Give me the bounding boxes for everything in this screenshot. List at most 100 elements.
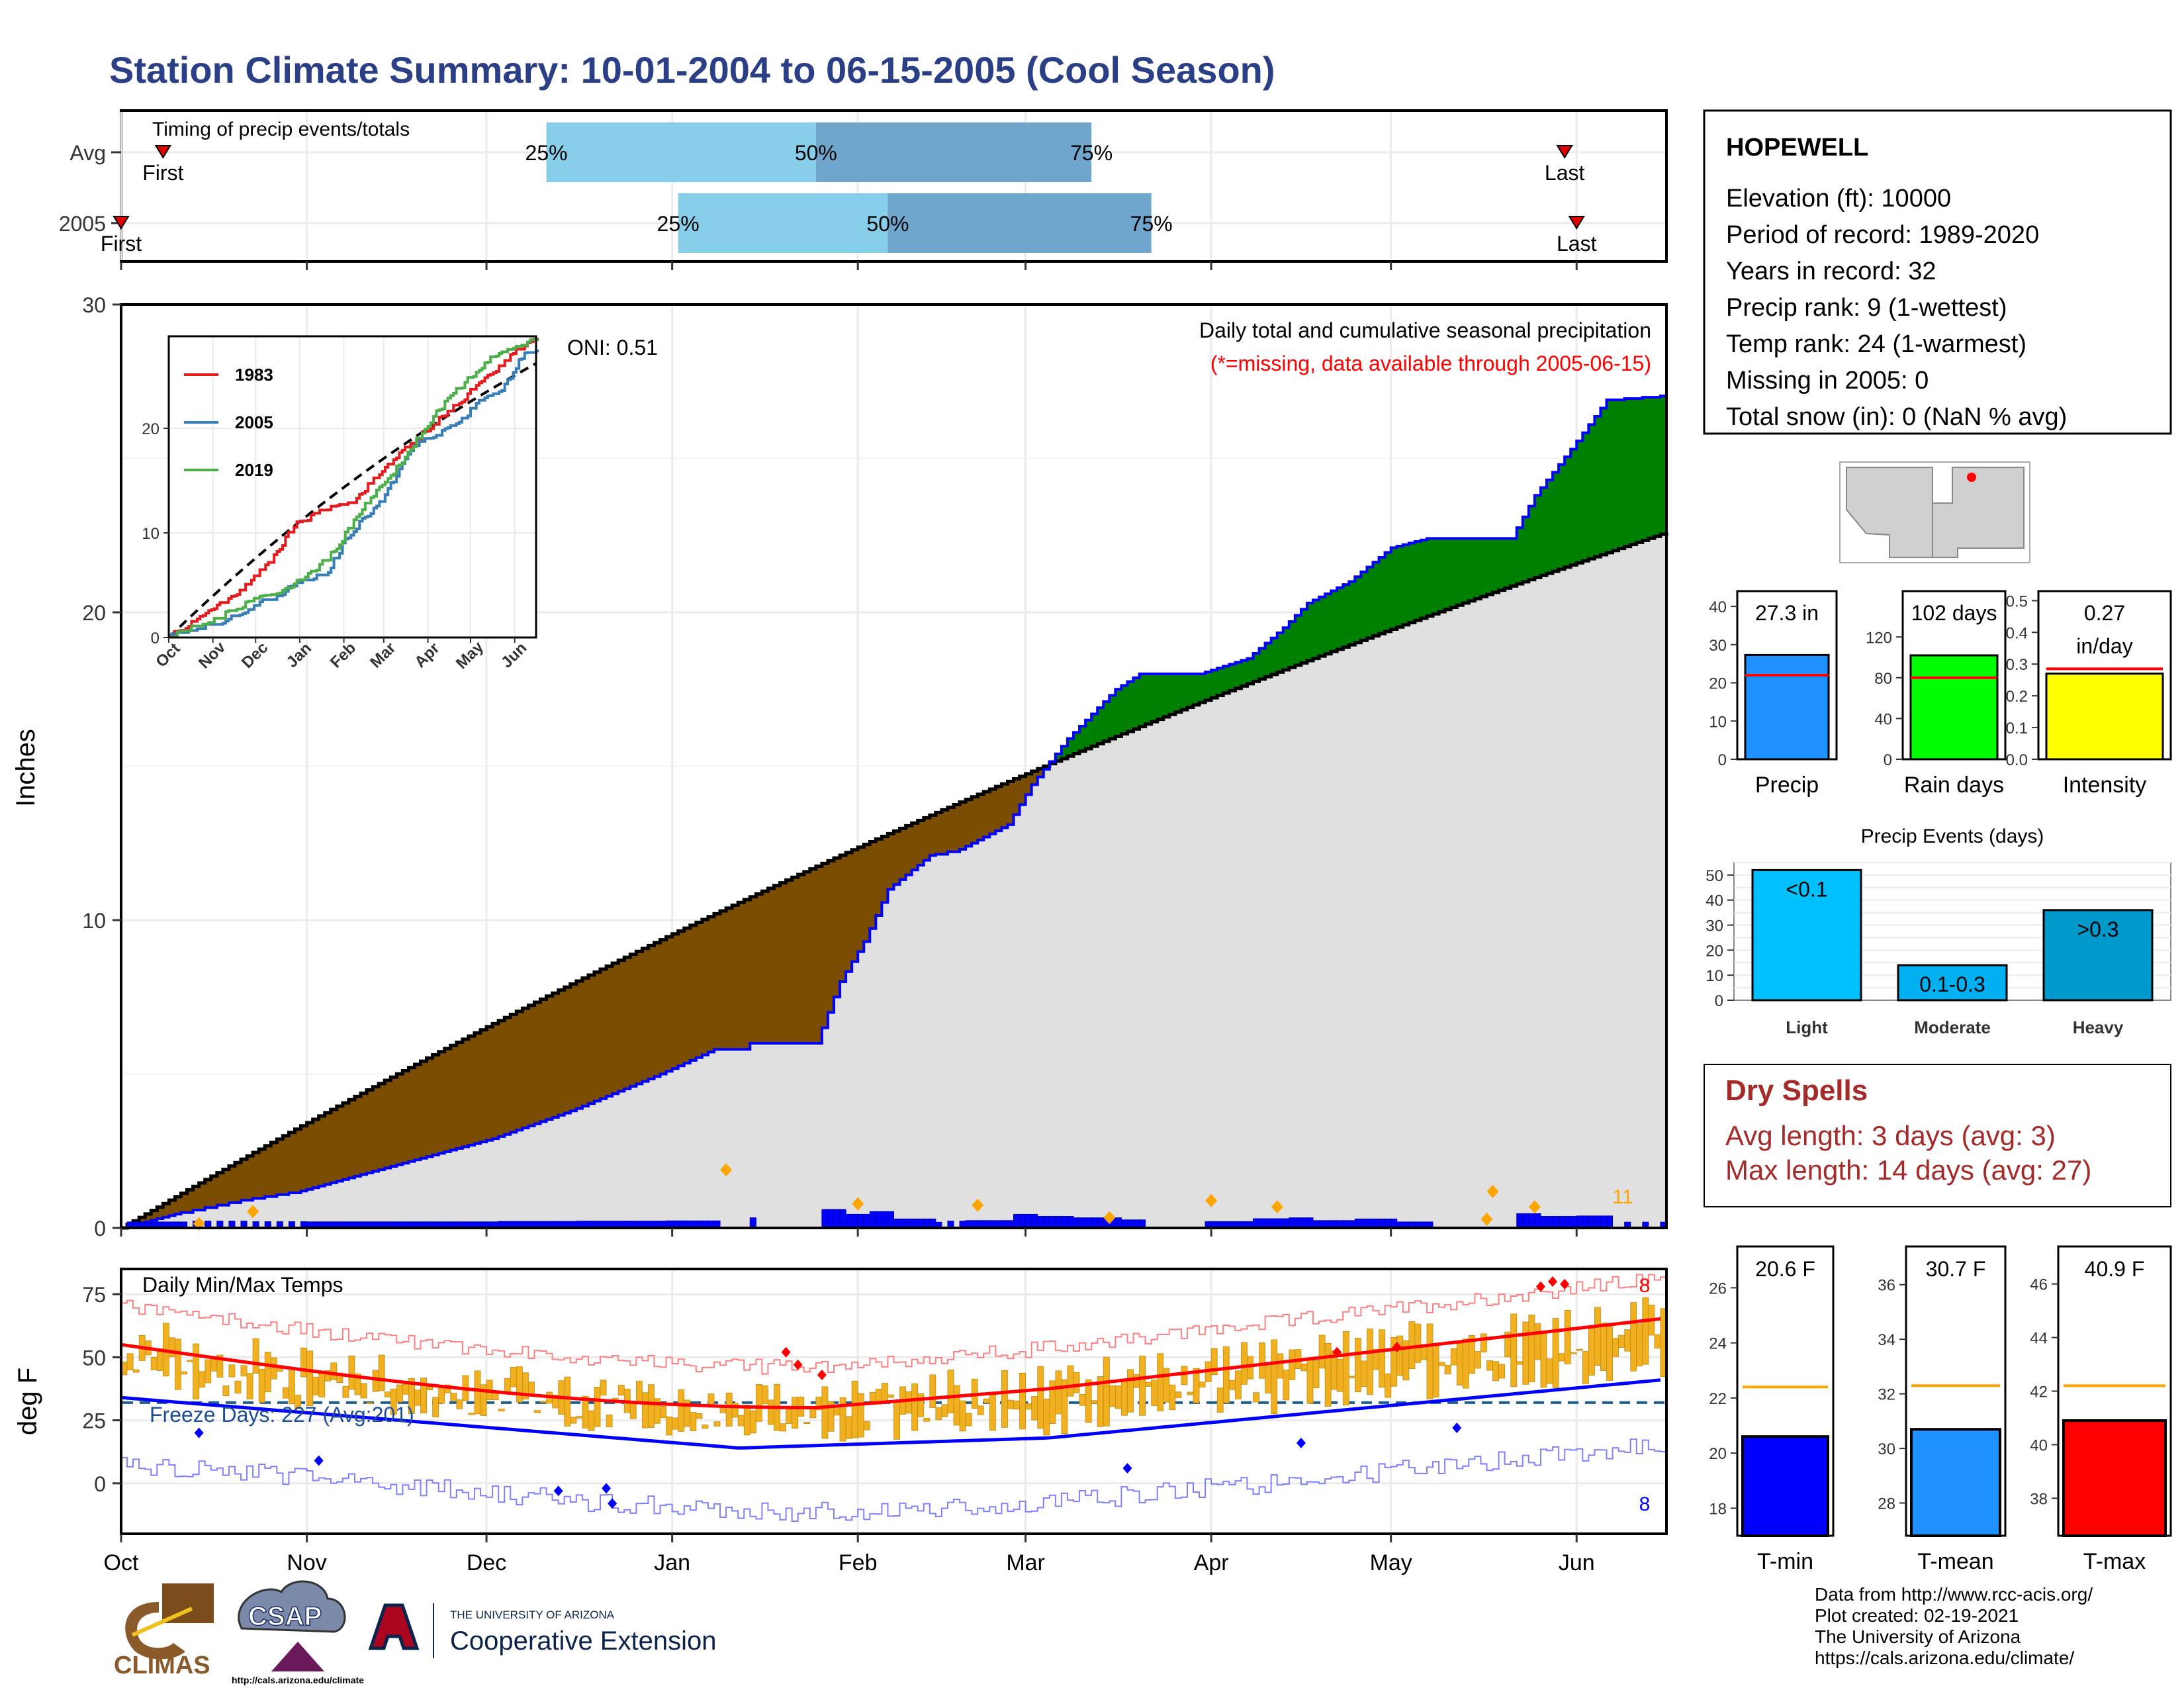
above-normal-area xyxy=(1367,567,1374,638)
events-y-tick-label: 40 xyxy=(1706,892,1723,910)
daily-precip-bar xyxy=(1516,1213,1524,1229)
daily-temp-range-bar xyxy=(564,1376,571,1427)
above-normal-area xyxy=(1618,400,1625,549)
daily-temp-range-bar xyxy=(1265,1365,1272,1393)
daily-temp-range-bar xyxy=(629,1402,637,1419)
below-normal-area xyxy=(157,1207,163,1219)
temp-range-bars xyxy=(120,1297,1667,1442)
daily-temp-range-bar xyxy=(420,1378,427,1414)
daily-temp-range-bar xyxy=(1061,1379,1068,1434)
csap-mountain xyxy=(271,1642,324,1671)
daily-precip-bar xyxy=(1522,1213,1529,1229)
inset-legend-label: 2019 xyxy=(235,460,273,480)
daily-precip-bar xyxy=(1360,1218,1367,1229)
daily-precip-bar xyxy=(1385,1218,1392,1229)
below-normal-area xyxy=(259,1149,265,1199)
below-normal-area xyxy=(462,1039,469,1147)
record-high-marker xyxy=(1535,1281,1545,1292)
events-category-label: Heavy xyxy=(2073,1017,2124,1037)
below-normal-area xyxy=(139,1217,146,1224)
daily-temp-range-bar xyxy=(1324,1342,1332,1407)
daily-temp-range-bar xyxy=(498,1409,505,1412)
above-normal-area xyxy=(1516,528,1524,585)
daily-temp-range-bar xyxy=(1600,1323,1607,1372)
below-normal-area xyxy=(960,802,966,850)
daily-temp-range-bar xyxy=(725,1392,733,1427)
below-normal-area xyxy=(827,861,835,1013)
below-normal-area xyxy=(905,825,913,875)
daily-precip-bar xyxy=(917,1218,925,1229)
daily-precip-bar xyxy=(1564,1216,1571,1229)
above-normal-area xyxy=(1606,400,1614,553)
below-normal-area xyxy=(612,963,619,1094)
below-normal-area xyxy=(228,1166,236,1203)
daily-temp-range-bar xyxy=(570,1417,577,1424)
daily-temp-range-bar xyxy=(1462,1338,1469,1389)
above-normal-area xyxy=(1331,590,1338,652)
above-normal-area xyxy=(1109,695,1116,739)
below-normal-area xyxy=(1025,773,1032,795)
above-normal-area xyxy=(1361,571,1368,641)
below-normal-area xyxy=(702,919,709,1055)
daily-temp-range-bar xyxy=(1594,1307,1601,1366)
daily-temp-range-bar xyxy=(1480,1333,1487,1352)
precip-event-markers xyxy=(193,1163,1541,1231)
temp-summary-y-tick-label: 38 xyxy=(2030,1490,2048,1508)
daily-precip-bar xyxy=(881,1211,888,1229)
daily-temp-range-bar xyxy=(1067,1365,1074,1397)
daily-temp-range-bar xyxy=(869,1391,876,1402)
daily-temp-range-bar xyxy=(240,1365,248,1377)
above-normal-area xyxy=(1085,720,1092,749)
daily-temp-range-bar xyxy=(1379,1329,1386,1388)
above-normal-area xyxy=(1181,674,1188,710)
below-normal-area xyxy=(390,1077,397,1166)
daily-temp-range-bar xyxy=(169,1337,175,1357)
summary-y-tick-label: 0.0 xyxy=(2006,751,2028,769)
below-normal-area xyxy=(253,1152,259,1199)
daily-temp-range-bar xyxy=(1522,1321,1529,1385)
events-bar-label: 0.1-0.3 xyxy=(1919,972,1985,996)
temp-summary-y-tick-label: 30 xyxy=(1878,1440,1895,1458)
above-normal-area xyxy=(1534,495,1541,578)
daily-temp-range-bar xyxy=(929,1374,936,1408)
record-min-line xyxy=(121,1438,1666,1523)
summary-bars: 0 10 20 30 40 27.3 in Precip 0 40 80 120 102 days Ra… xyxy=(1709,590,2172,798)
below-normal-area xyxy=(528,1005,535,1126)
above-normal-area xyxy=(1139,674,1146,727)
above-normal-area xyxy=(1559,464,1565,569)
daily-temp-range-bar xyxy=(696,1413,703,1419)
daily-temp-range-bar xyxy=(1306,1358,1314,1404)
below-normal-area xyxy=(444,1049,451,1152)
below-normal-area xyxy=(265,1145,271,1197)
above-normal-area xyxy=(1193,674,1200,705)
temp-y-tick-label: 75 xyxy=(82,1283,106,1307)
below-normal-area xyxy=(318,1115,326,1186)
page-title: Station Climate Summary: 10-01-2004 to 0… xyxy=(109,49,1275,91)
below-normal-area xyxy=(846,852,852,972)
timing-row-label: 2005 xyxy=(59,212,106,236)
daily-precip-bars xyxy=(126,1209,1667,1229)
daily-temp-range-bar xyxy=(737,1415,745,1427)
daily-temp-range-bar xyxy=(719,1407,727,1413)
daily-temp-range-bar xyxy=(1169,1384,1176,1411)
record-high-marker xyxy=(1332,1346,1342,1358)
daily-temp-range-bar xyxy=(617,1384,625,1395)
below-normal-area xyxy=(809,868,817,1043)
daily-temp-range-bar xyxy=(1259,1342,1266,1379)
daily-temp-range-bar xyxy=(1450,1348,1457,1366)
daily-temp-range-bar xyxy=(312,1376,320,1395)
above-normal-area xyxy=(1576,441,1583,563)
below-normal-area xyxy=(929,815,936,856)
below-normal-area xyxy=(707,916,715,1053)
below-normal-area xyxy=(504,1017,511,1135)
summary-y-tick-label: 0.5 xyxy=(2006,592,2028,610)
timing-percentile-label: 25% xyxy=(657,212,700,236)
daily-temp-range-bar xyxy=(1145,1382,1152,1387)
below-normal-area xyxy=(726,908,733,1050)
above-normal-area xyxy=(1253,653,1260,682)
daily-temp-range-bar xyxy=(252,1338,259,1374)
cumulative-base-area xyxy=(121,532,1666,1228)
daily-temp-range-bar xyxy=(1079,1393,1086,1406)
normal-cumulative-line xyxy=(121,532,1668,1230)
daily-temp-range-bar xyxy=(474,1370,481,1415)
